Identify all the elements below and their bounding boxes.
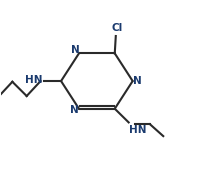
Text: N: N (70, 105, 79, 115)
Text: N: N (133, 76, 142, 86)
Text: N: N (71, 45, 80, 55)
Text: HN: HN (25, 75, 43, 85)
Text: Cl: Cl (111, 23, 122, 33)
Text: HN: HN (129, 125, 147, 135)
